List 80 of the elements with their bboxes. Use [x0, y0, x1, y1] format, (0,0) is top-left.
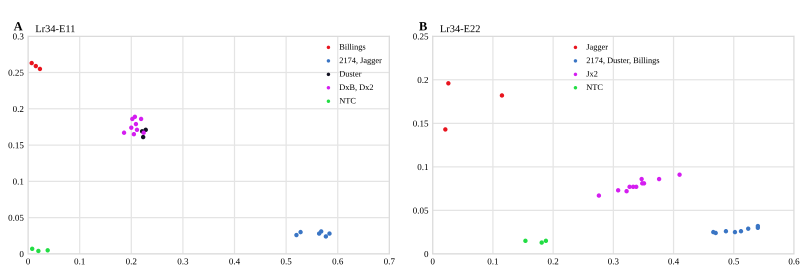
legend-label: NTC: [340, 98, 356, 104]
point: [732, 230, 738, 234]
point: [45, 248, 50, 252]
point: [144, 128, 148, 132]
point: [324, 234, 328, 239]
point: [446, 81, 451, 86]
point: [746, 226, 750, 231]
y-tick-label: 0: [424, 251, 428, 258]
x-tick-label: 0: [26, 258, 30, 264]
point: [138, 116, 144, 122]
point: [132, 114, 138, 119]
x-tick-label: 0.4: [668, 258, 680, 264]
point: [36, 248, 41, 254]
point: [624, 189, 629, 194]
point: [639, 176, 644, 182]
legend-label: 2174, Jagger: [340, 58, 382, 65]
point: [29, 60, 34, 66]
y-tick-label: 0.2: [12, 106, 24, 112]
legend-label: Jagger: [586, 44, 608, 52]
y-tick-label: 0: [20, 251, 24, 258]
point: [656, 176, 662, 182]
y-tick-label: 0.2: [418, 76, 428, 84]
x-tick-label: 0.7: [384, 258, 395, 264]
point: [38, 66, 42, 72]
point: [714, 230, 718, 236]
legend-label: Billings: [340, 44, 366, 52]
point: [122, 130, 126, 135]
point: [30, 246, 34, 252]
point: [627, 184, 632, 190]
x-tick-label: 0.5: [728, 258, 740, 264]
x-tick-label: 0.1: [74, 258, 85, 264]
y-tick-label: 0.1: [12, 178, 24, 185]
chart-title: Lr34-E22: [440, 25, 480, 32]
x-tick-label: 0.1: [488, 258, 498, 264]
text: B: [419, 22, 427, 30]
point: [544, 238, 548, 244]
point: [319, 229, 324, 234]
point: [134, 122, 138, 126]
point: [539, 240, 544, 245]
x-tick-label: 0.4: [229, 258, 240, 264]
point: [523, 238, 528, 244]
point: [443, 127, 448, 132]
point: [140, 134, 146, 140]
point: [738, 229, 744, 234]
legend-label: DxB, Dx2: [340, 84, 374, 92]
chart-title: Lr34-E11: [36, 25, 75, 32]
legend-label: NTC: [586, 84, 602, 90]
point: [327, 231, 332, 236]
y-tick-label: 0.3: [12, 33, 24, 40]
point: [596, 193, 602, 198]
point: [294, 232, 299, 238]
y-tick-label: 0.1: [418, 164, 428, 170]
y-tick-label: 0.15: [8, 142, 24, 148]
x-tick-label: 0.3: [608, 258, 619, 264]
legend-label: Jx2: [586, 71, 598, 77]
point: [677, 172, 682, 177]
x-tick-label: 0.2: [126, 258, 136, 264]
y-tick-label: 0.15: [413, 120, 428, 127]
point: [634, 184, 638, 190]
text: A: [14, 22, 23, 30]
y-tick-label: 0.05: [8, 214, 24, 221]
point: [724, 229, 728, 234]
point: [500, 93, 504, 98]
point: [129, 125, 134, 130]
x-tick-label: 0.6: [332, 258, 344, 264]
y-tick-label: 0.05: [413, 207, 428, 214]
legend-label: Duster: [340, 71, 362, 77]
point: [134, 128, 140, 132]
y-tick-label: 0.25: [413, 33, 428, 40]
point: [616, 188, 620, 193]
y-tick-label: 0.25: [8, 70, 24, 76]
x-tick-label: 0.2: [548, 258, 558, 264]
x-tick-label: 0: [430, 258, 435, 264]
x-tick-label: 0.5: [280, 258, 292, 264]
x-tick-label: 0.6: [788, 258, 800, 264]
legend-label: 2174, Duster, Billings: [586, 57, 660, 65]
point: [34, 64, 38, 68]
point: [298, 230, 303, 234]
point: [132, 132, 136, 136]
x-tick-label: 0.3: [178, 258, 188, 264]
